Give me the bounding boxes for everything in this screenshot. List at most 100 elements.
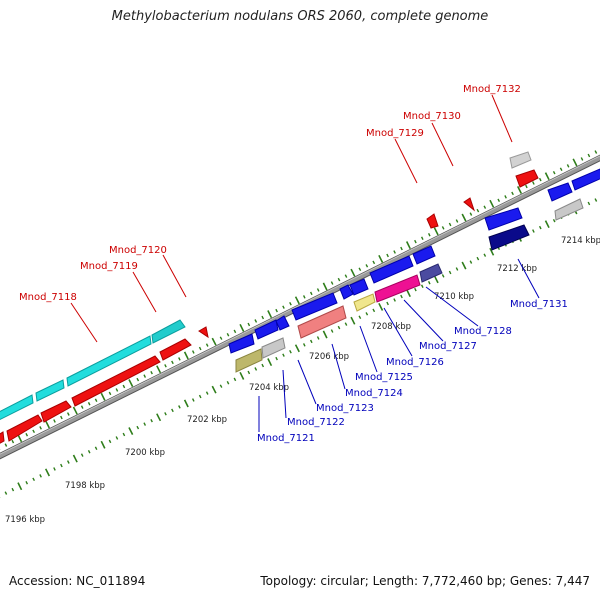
gene-arrow[interactable] — [509, 151, 532, 169]
scale-label: 7202 kbp — [187, 415, 227, 425]
major-tick — [156, 413, 162, 422]
gene-arrow[interactable] — [228, 333, 255, 354]
minor-tick — [504, 195, 507, 199]
major-tick — [322, 282, 328, 291]
minor-tick — [254, 367, 258, 371]
major-tick — [44, 420, 51, 429]
major-tick — [72, 406, 78, 415]
minor-tick — [532, 229, 535, 233]
gene-arrow[interactable] — [0, 431, 5, 446]
gene-arrow[interactable] — [515, 169, 539, 188]
minor-tick — [233, 377, 237, 382]
minor-tick — [337, 325, 341, 330]
gene-arrow[interactable] — [297, 305, 347, 339]
gene-arrow[interactable] — [463, 197, 476, 212]
minor-tick — [11, 487, 15, 492]
gene-label[interactable]: Mnod_7123 — [316, 403, 374, 414]
minor-tick — [60, 463, 63, 468]
minor-tick — [219, 336, 223, 340]
major-tick — [211, 337, 217, 346]
minor-tick — [594, 150, 598, 154]
scale-labels: 7196 kbp 7198 kbp 7200 kbp 7202 kbp 7204… — [5, 236, 600, 525]
minor-tick — [32, 429, 36, 434]
minor-tick — [39, 426, 42, 430]
minor-tick — [289, 349, 292, 354]
gene-arrow[interactable] — [374, 274, 421, 303]
minor-tick — [427, 232, 431, 237]
major-tick — [183, 351, 189, 360]
gene-arrow[interactable] — [151, 319, 186, 344]
gene-label[interactable]: Mnod_7132 — [463, 84, 521, 95]
scale-label: 7204 kbp — [249, 383, 289, 393]
gene-arrow[interactable] — [35, 379, 65, 402]
gene-arrow[interactable] — [369, 255, 414, 284]
gene-arrow[interactable] — [261, 337, 286, 359]
gene-label[interactable]: Mnod_7126 — [386, 357, 444, 368]
gene-arrow[interactable] — [547, 182, 573, 202]
gene-arrow[interactable] — [426, 213, 439, 229]
leader-lines-bottom — [258, 258, 540, 432]
gene-label[interactable]: Mnod_7131 — [510, 299, 568, 310]
minor-tick — [122, 384, 126, 389]
scale-label: 7206 kbp — [309, 352, 349, 362]
gene-arrow[interactable] — [254, 319, 279, 340]
gene-arrow[interactable] — [419, 263, 443, 283]
minor-tick — [330, 281, 334, 285]
minor-tick — [150, 370, 153, 375]
gene-arrow[interactable] — [159, 338, 192, 361]
minor-tick — [226, 380, 230, 385]
gene-arrow[interactable] — [488, 224, 530, 251]
gene-arrow[interactable] — [339, 284, 354, 300]
gene-label[interactable]: Mnod_7119 — [80, 261, 138, 272]
minor-tick — [164, 364, 167, 368]
minor-tick — [587, 201, 591, 206]
gene-arrow[interactable] — [349, 278, 369, 296]
gene-label[interactable]: Mnod_7127 — [419, 341, 477, 352]
gene-label[interactable]: Mnod_7129 — [366, 128, 424, 139]
gene-label[interactable]: Mnod_7121 — [257, 433, 315, 444]
gene-arrow[interactable] — [40, 400, 72, 423]
gene-label[interactable]: Mnod_7128 — [454, 326, 512, 337]
gene-arrow[interactable] — [66, 335, 152, 387]
major-tick — [572, 158, 578, 167]
minor-tick — [344, 322, 348, 326]
minor-tick — [198, 394, 202, 399]
gene-label[interactable]: Mnod_7124 — [345, 388, 403, 399]
gene-arrow[interactable] — [353, 293, 376, 312]
minor-tick — [25, 480, 29, 485]
major-tick — [267, 310, 273, 319]
gene-label[interactable]: Mnod_7120 — [109, 245, 167, 256]
gene-label[interactable]: Mnod_7130 — [403, 111, 461, 122]
gene-label[interactable]: Mnod_7125 — [355, 372, 413, 383]
minor-tick — [11, 439, 15, 444]
major-tick — [294, 296, 300, 305]
major-tick — [183, 399, 189, 408]
gene-arrow[interactable] — [275, 315, 290, 331]
minor-tick — [469, 212, 473, 216]
minor-tick — [566, 164, 570, 168]
gene-arrow[interactable] — [235, 348, 263, 373]
minor-tick — [136, 377, 140, 382]
minor-tick — [497, 198, 501, 203]
gene-arrow[interactable] — [291, 292, 338, 321]
gene-label[interactable]: Mnod_7118 — [19, 292, 77, 303]
gene-arrow[interactable] — [71, 355, 161, 407]
gene-labels-bottom: Mnod_7121 Mnod_7122 Mnod_7123 Mnod_7124 … — [257, 299, 568, 444]
gene-arrow[interactable] — [571, 168, 600, 191]
minor-tick — [552, 170, 556, 175]
gene-arrow[interactable] — [484, 207, 523, 231]
gene-track-forward-inner — [0, 169, 539, 446]
gene-arrow[interactable] — [198, 326, 209, 339]
minor-tick — [587, 153, 591, 158]
minor-tick — [205, 391, 209, 395]
gene-arrow[interactable] — [412, 245, 436, 265]
gene-label[interactable]: Mnod_7122 — [287, 417, 345, 428]
minor-tick — [532, 181, 535, 185]
minor-tick — [171, 360, 174, 365]
major-tick — [461, 213, 467, 222]
gene-arrow[interactable] — [6, 414, 43, 442]
gene-arrow[interactable] — [554, 198, 584, 221]
gene-arrow[interactable] — [0, 394, 34, 422]
minor-tick — [400, 294, 403, 299]
minor-tick — [309, 291, 313, 296]
